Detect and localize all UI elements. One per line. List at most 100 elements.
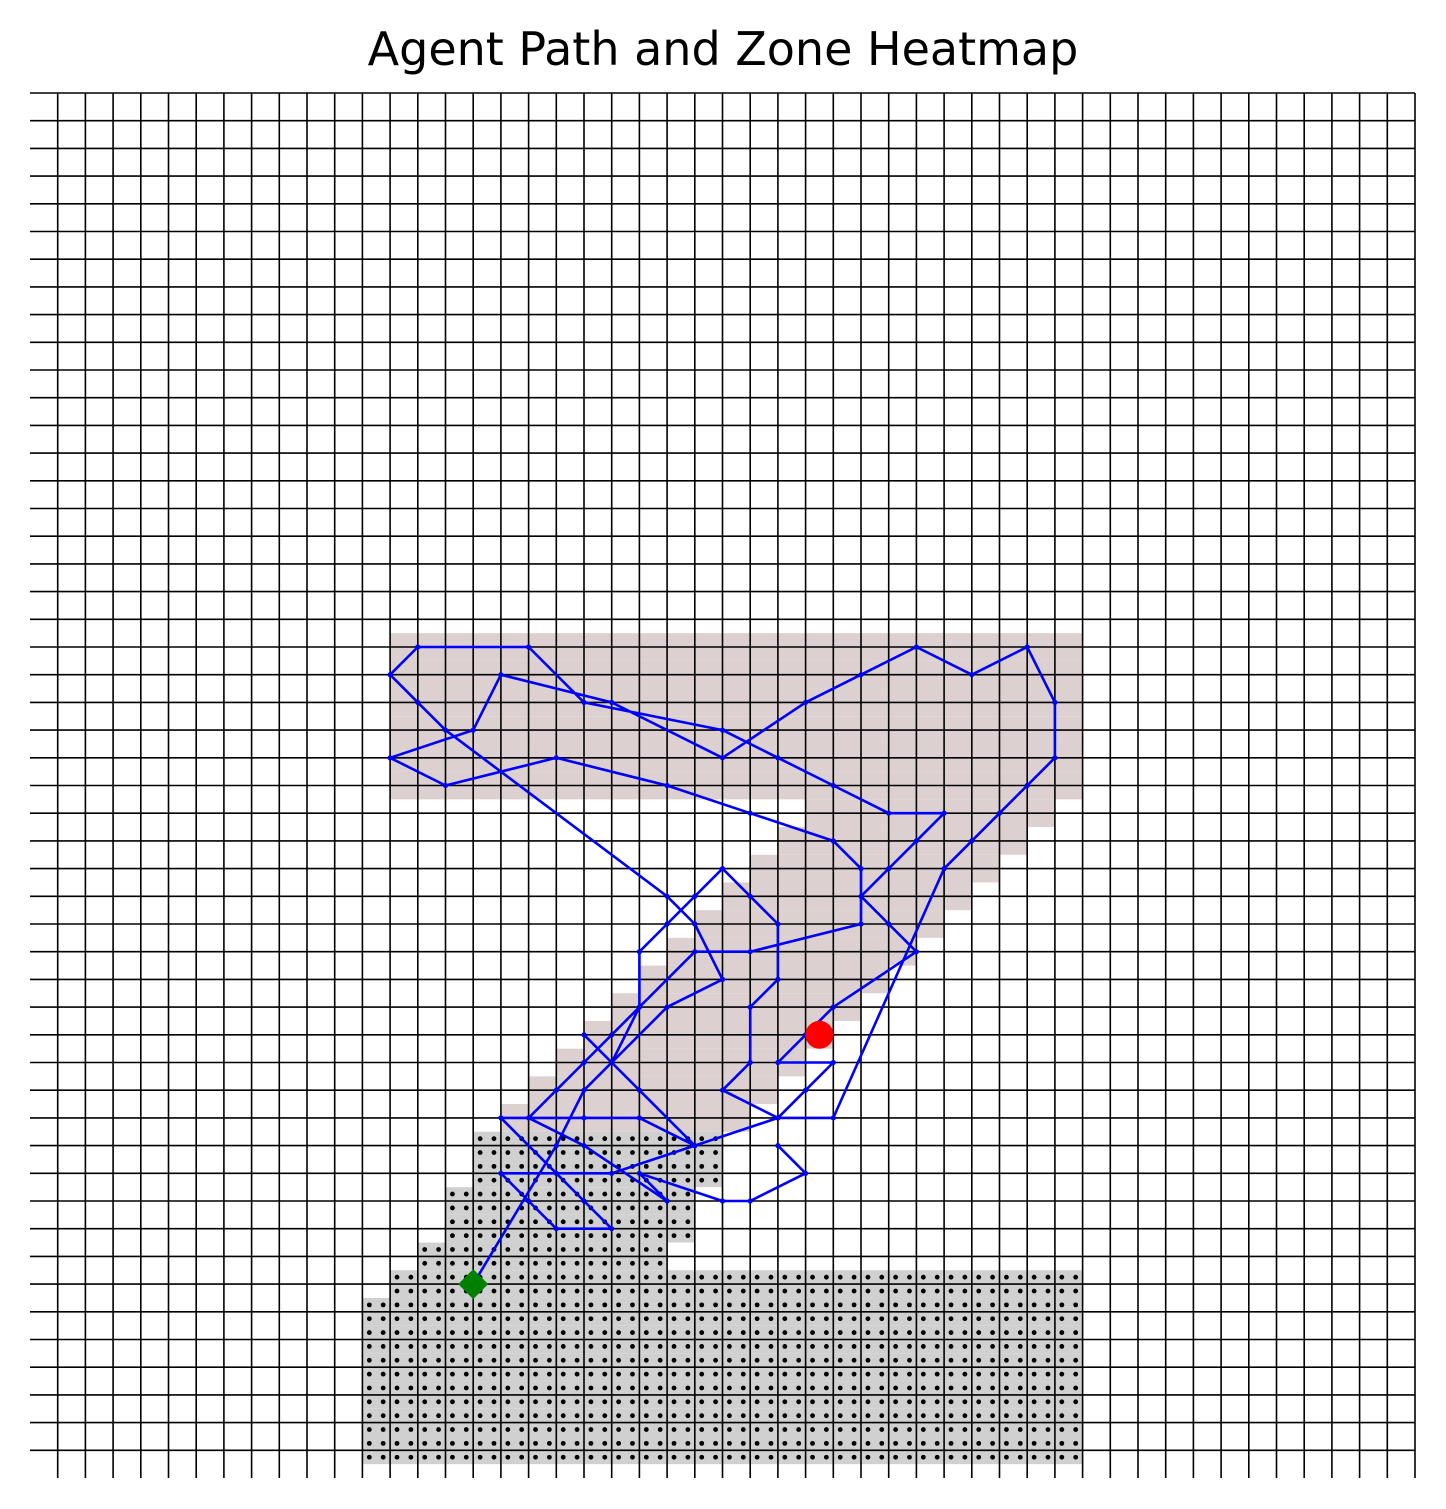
- zone-dot: [671, 1219, 677, 1225]
- path-point: [498, 1115, 504, 1121]
- zone-dot: [422, 1316, 428, 1322]
- zone-dot: [519, 1454, 525, 1460]
- zone-dot: [588, 1357, 594, 1363]
- zone-dot: [1004, 1413, 1009, 1419]
- zone-dot: [519, 1399, 525, 1405]
- zone-dot: [408, 1357, 414, 1363]
- zone-dot: [1017, 1302, 1023, 1308]
- zone-dot: [616, 1205, 622, 1211]
- zone-dot: [893, 1357, 899, 1363]
- zone-dot: [990, 1440, 995, 1446]
- zone-dot: [948, 1454, 954, 1460]
- zone-dot: [823, 1274, 829, 1280]
- zone-dot: [477, 1136, 483, 1142]
- zone-dot: [588, 1399, 594, 1405]
- zone-dot: [533, 1385, 538, 1391]
- zone-dot: [450, 1330, 455, 1335]
- zone-dot: [546, 1371, 552, 1377]
- zone-dot: [588, 1344, 594, 1349]
- zone-dot: [948, 1357, 954, 1363]
- zone-dot: [976, 1399, 982, 1405]
- zone-dot: [879, 1399, 885, 1405]
- zone-dot: [450, 1274, 455, 1280]
- path-point: [636, 1115, 643, 1121]
- zone-dot: [588, 1440, 594, 1446]
- zone-dot: [519, 1316, 525, 1322]
- zone-dot: [920, 1399, 926, 1405]
- zone-dot: [671, 1191, 677, 1197]
- zone-dot: [920, 1288, 926, 1294]
- zone-dot: [754, 1454, 760, 1460]
- zone-dot: [505, 1260, 511, 1266]
- zone-dot: [740, 1288, 746, 1294]
- zone-dot: [671, 1233, 677, 1239]
- zone-dot: [713, 1150, 718, 1155]
- zone-dot: [810, 1399, 815, 1405]
- zone-dot: [519, 1219, 525, 1225]
- zone-dot: [463, 1399, 469, 1405]
- zone-dot: [879, 1454, 885, 1460]
- zone-dot: [616, 1288, 622, 1294]
- zone-dot: [602, 1177, 608, 1183]
- zone-dot: [990, 1330, 995, 1335]
- zone-dot: [782, 1454, 788, 1460]
- zone-dot: [920, 1344, 926, 1349]
- zone-dot: [1059, 1399, 1065, 1405]
- zone-dot: [533, 1247, 538, 1252]
- zone-dot: [491, 1427, 497, 1432]
- zone-dot: [740, 1371, 746, 1377]
- zone-dot: [519, 1357, 525, 1363]
- zone-dot: [630, 1205, 635, 1211]
- zone-dot: [560, 1344, 566, 1349]
- zone-dot: [685, 1191, 691, 1197]
- zone-dot: [588, 1385, 594, 1391]
- zone-dot: [505, 1136, 511, 1142]
- zone-dot: [796, 1413, 802, 1419]
- zone-dot: [657, 1150, 663, 1155]
- zone-dot: [685, 1163, 691, 1169]
- zone-dot: [450, 1191, 455, 1197]
- zone-dot: [588, 1191, 594, 1197]
- zone-dot: [685, 1205, 691, 1211]
- zone-dot: [837, 1274, 843, 1280]
- path-point: [747, 810, 753, 816]
- path-point: [387, 672, 393, 678]
- zone-dot: [934, 1302, 940, 1308]
- path-point: [969, 838, 975, 844]
- zone-dot: [519, 1413, 525, 1419]
- zone-dot: [380, 1427, 386, 1432]
- zone-dot: [1073, 1399, 1079, 1405]
- zone-dot: [837, 1385, 843, 1391]
- zone-dot: [962, 1413, 968, 1419]
- zone-dot: [380, 1385, 386, 1391]
- zone-dot: [810, 1357, 815, 1363]
- zone-dot: [602, 1302, 608, 1308]
- zone-dot: [574, 1136, 580, 1142]
- zone-dot: [477, 1330, 483, 1335]
- zone-dot: [630, 1302, 635, 1308]
- zone-dot: [491, 1316, 497, 1322]
- zone-dot: [616, 1136, 622, 1142]
- path-point: [913, 644, 920, 650]
- zone-dot: [685, 1371, 691, 1377]
- zone-dot: [671, 1454, 677, 1460]
- zone-dot: [533, 1316, 538, 1322]
- zone-dot: [380, 1330, 386, 1335]
- zone-dot: [630, 1288, 635, 1294]
- zone-dot: [519, 1177, 525, 1183]
- zone-dot: [727, 1357, 732, 1363]
- zone-dot: [865, 1316, 871, 1322]
- zone-dot: [1031, 1413, 1037, 1419]
- zone-dot: [602, 1233, 608, 1239]
- zone-dot: [713, 1427, 718, 1432]
- zone-dot: [754, 1371, 760, 1377]
- zone-dot: [1017, 1330, 1023, 1335]
- zone-dot: [588, 1288, 594, 1294]
- path-point: [1024, 782, 1030, 789]
- zone-dot: [962, 1330, 968, 1335]
- zone-dot: [533, 1454, 538, 1460]
- zone-dot: [1059, 1344, 1065, 1349]
- zone-dot: [810, 1427, 815, 1432]
- zone-dot: [463, 1330, 469, 1335]
- zone-dot: [768, 1427, 774, 1432]
